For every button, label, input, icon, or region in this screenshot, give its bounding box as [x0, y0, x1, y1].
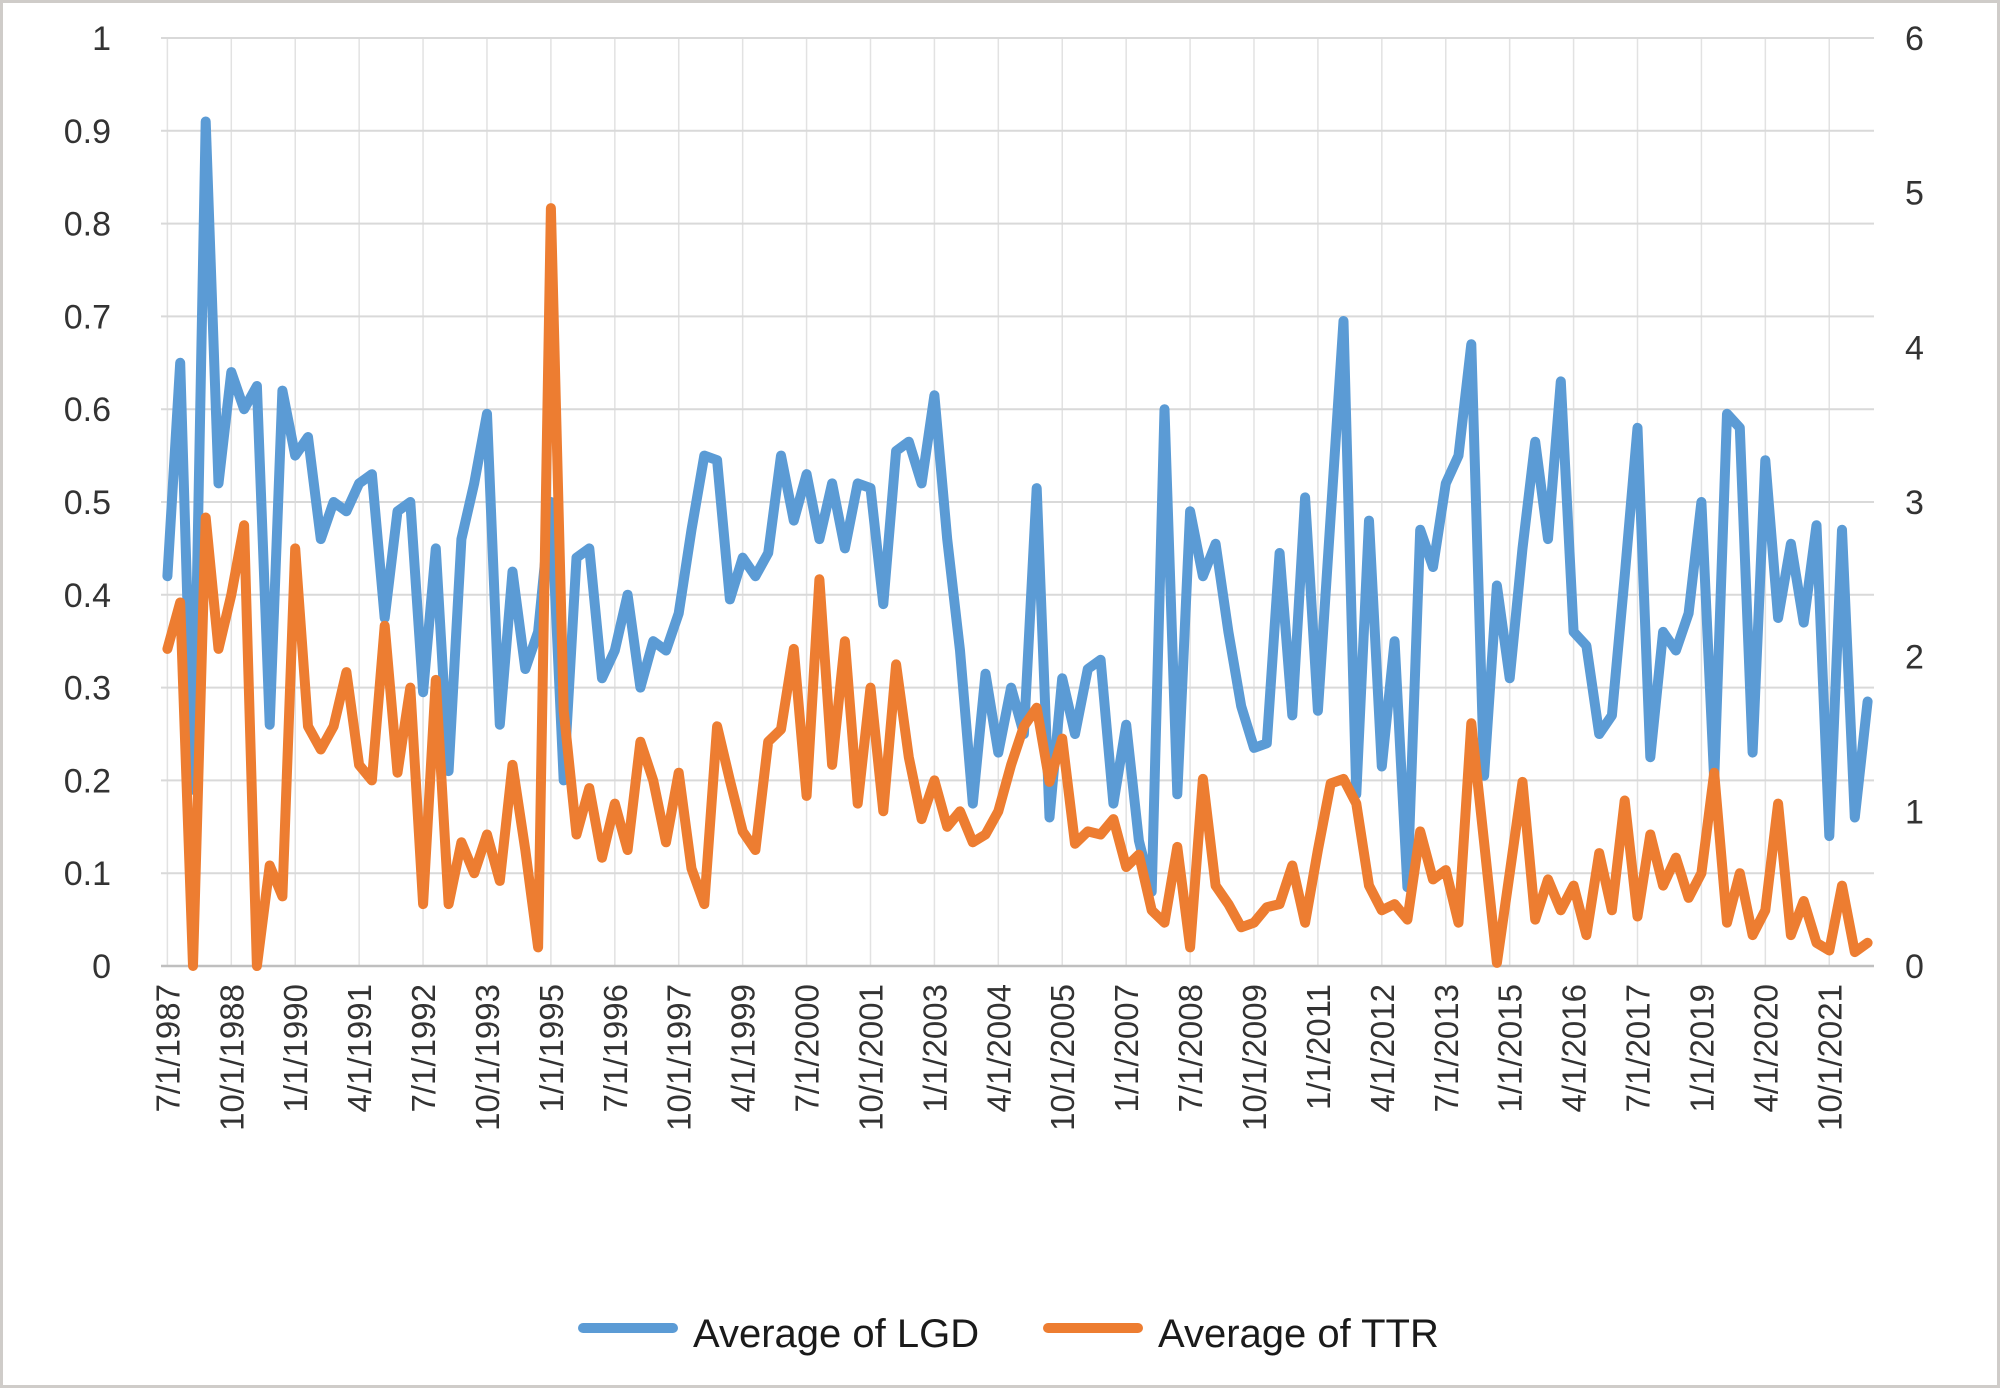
x-axis-label: 10/1/2005 [1044, 984, 1081, 1131]
y-axis-label-left: 0.5 [64, 484, 111, 522]
y-axis-label-right: 0 [1905, 948, 1924, 986]
x-axis-label: 4/1/2020 [1747, 984, 1784, 1112]
legend-label-lgd: Average of LGD [693, 1312, 979, 1356]
y-axis-label-left: 0.8 [64, 206, 111, 244]
legend-swatch-lgd [578, 1323, 678, 1333]
line-chart: 1 0.9 0.8 0.7 0.6 0.5 0.4 0.3 0.2 0.1 0 6 5 4 3 2 1 0 7/1/… [64, 20, 1924, 1356]
y-axis-label-right: 2 [1905, 639, 1924, 677]
y-axis-label-left: 0.9 [64, 113, 111, 151]
x-axis-label: 1/1/1995 [533, 984, 570, 1112]
x-axis-label: 1/1/2011 [1300, 984, 1337, 1110]
y-axis-label-right: 4 [1905, 329, 1924, 367]
series-line-ttr [162, 203, 1873, 971]
x-axis-label: 10/1/1993 [469, 984, 506, 1131]
x-axis-label: 4/1/2012 [1364, 984, 1401, 1112]
x-axis-label: 1/1/1990 [277, 984, 314, 1112]
x-axis-label: 10/1/2021 [1811, 984, 1848, 1131]
x-axis-label: 7/1/1996 [597, 984, 634, 1112]
y-axis-label-right: 5 [1905, 175, 1924, 213]
x-axis-label: 7/1/2008 [1172, 984, 1209, 1112]
series-line-lgd [162, 116, 1873, 897]
x-axis-label: 7/1/2017 [1620, 984, 1657, 1112]
x-axis-label: 4/1/1999 [725, 984, 762, 1112]
x-axis-label: 7/1/2013 [1428, 984, 1465, 1112]
x-axis-label: 1/1/2003 [916, 984, 953, 1112]
x-axis-label: 7/1/2000 [789, 984, 826, 1112]
y-axis-label-left: 0.3 [64, 670, 111, 708]
y-axis-label-left: 0.7 [64, 298, 111, 336]
x-axis-label: 1/1/2019 [1683, 984, 1720, 1112]
x-axis-label: 10/1/2009 [1236, 984, 1273, 1131]
y-axis-label-right: 3 [1905, 484, 1924, 522]
y-axis-label-left: 0 [92, 948, 111, 986]
x-axis-label: 1/1/2007 [1108, 984, 1145, 1112]
y-axis-label-right: 6 [1905, 20, 1924, 58]
y-axis-label-left: 0.6 [64, 391, 111, 429]
x-axis-label: 4/1/2016 [1556, 984, 1593, 1112]
x-axis-label: 4/1/1991 [341, 984, 378, 1112]
x-axis-label: 7/1/1992 [405, 984, 442, 1112]
y-axis-label-left: 0.4 [64, 577, 111, 615]
x-axis-label: 10/1/1988 [213, 984, 250, 1131]
y-axis-label-left: 1 [92, 20, 111, 58]
x-axis-label: 10/1/2001 [852, 984, 889, 1131]
y-axis-label-left: 0.1 [64, 855, 111, 893]
y-axis-label-left: 0.2 [64, 762, 111, 800]
legend-swatch-ttr [1043, 1323, 1143, 1333]
y-axis-label-right: 1 [1905, 793, 1924, 831]
x-axis-label: 7/1/1987 [149, 984, 186, 1112]
x-axis-label: 4/1/2004 [980, 984, 1017, 1112]
x-axis-label: 10/1/1997 [661, 984, 698, 1131]
x-axis-label: 1/1/2015 [1492, 984, 1529, 1112]
legend-label-ttr: Average of TTR [1158, 1312, 1439, 1356]
